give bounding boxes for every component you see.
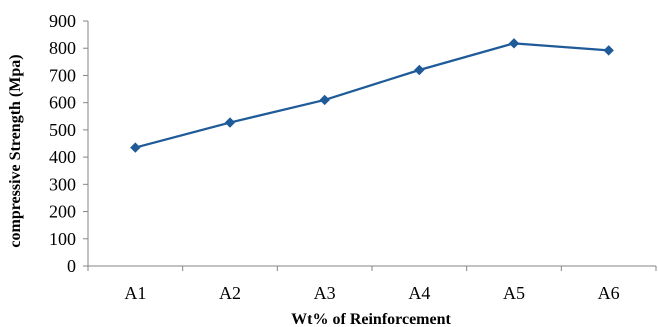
y-tick-label: 200 (49, 202, 76, 222)
data-point-marker (224, 117, 236, 128)
y-tick-label: 0 (67, 256, 76, 276)
x-tick-label: A6 (598, 283, 620, 303)
y-tick-label: 800 (49, 38, 76, 58)
x-tick-label: A5 (503, 283, 525, 303)
x-tick-label: A1 (124, 283, 146, 303)
y-axis: 0 100 200 300 400 500 600 700 800 900 (49, 11, 89, 276)
x-tick-label: A2 (219, 283, 241, 303)
y-tick-label: 600 (49, 93, 76, 113)
series-group (130, 38, 614, 153)
y-tick-label: 300 (49, 174, 76, 194)
y-axis-title: compressive Strength (Mpa) (7, 54, 24, 247)
x-axis-title: Wt% of Reinforcement (291, 311, 451, 327)
data-point-marker (130, 142, 141, 153)
x-axis: A1 A2 A3 A4 A5 A6 (87, 265, 657, 303)
x-tick-label: A3 (314, 283, 336, 303)
y-tick-label: 900 (49, 11, 76, 31)
data-point-marker (319, 94, 330, 106)
data-point-marker (508, 38, 520, 49)
data-point-marker (603, 45, 614, 56)
y-tick-label: 500 (49, 120, 76, 140)
data-point-marker (414, 64, 425, 76)
x-tick-label: A4 (408, 283, 430, 303)
y-tick-label: 700 (49, 65, 76, 85)
series-line (135, 42, 609, 149)
y-tick-label: 400 (49, 147, 76, 167)
y-tick-label: 100 (49, 229, 76, 249)
